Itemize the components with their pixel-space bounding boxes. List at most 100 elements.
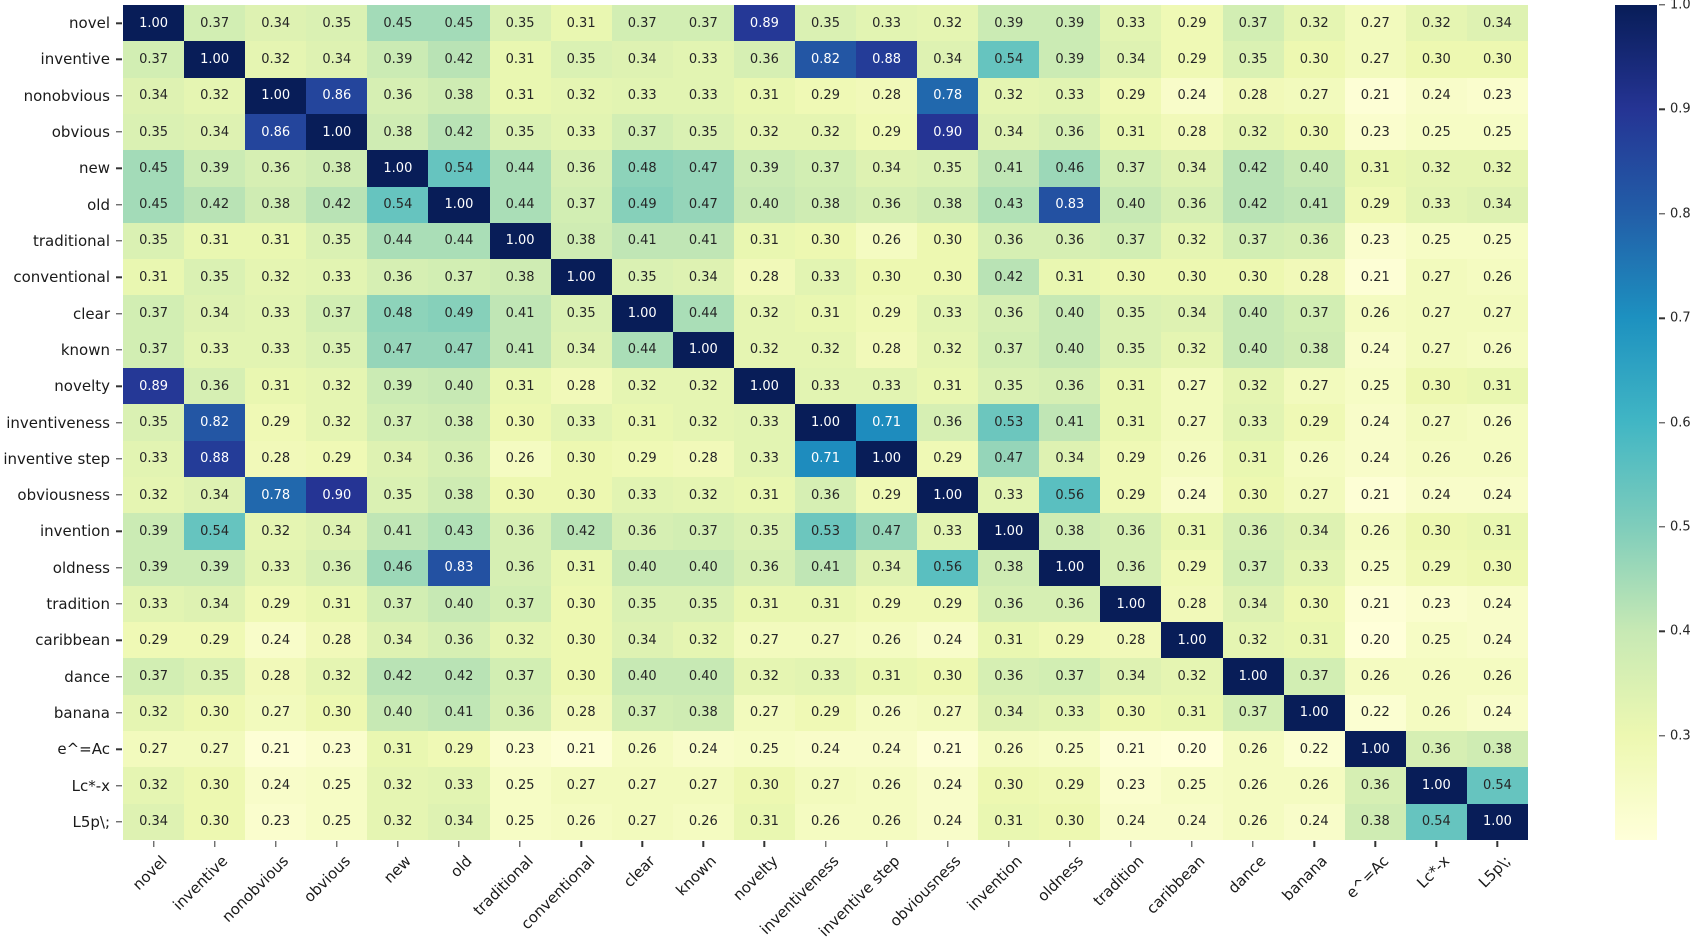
heatmap-cell: 0.35 bbox=[123, 404, 185, 441]
heatmap-cell: 0.36 bbox=[367, 77, 429, 114]
y-tick-label: e^=Ac bbox=[57, 740, 110, 759]
y-tick-mark bbox=[116, 784, 122, 787]
heatmap-cell: 0.30 bbox=[1405, 513, 1467, 550]
heatmap-cell: 0.28 bbox=[245, 658, 307, 695]
heatmap-cell: 0.30 bbox=[917, 259, 979, 296]
heatmap-cell: 0.29 bbox=[856, 585, 918, 623]
y-tick-label: oldness bbox=[52, 558, 110, 577]
heatmap-cell: 0.46 bbox=[1039, 150, 1101, 187]
y-tick-mark bbox=[116, 567, 122, 569]
heatmap-cell: 0.32 bbox=[1466, 150, 1528, 187]
heatmap-cell: 0.33 bbox=[123, 585, 185, 623]
heatmap-cell: 0.34 bbox=[1100, 41, 1162, 78]
heatmap-cell: 0.30 bbox=[1100, 259, 1162, 296]
heatmap-cell: 0.24 bbox=[917, 767, 979, 804]
heatmap-cell: 0.36 bbox=[978, 295, 1040, 332]
heatmap-cell: 0.31 bbox=[245, 222, 307, 260]
heatmap-cell: 0.24 bbox=[1344, 331, 1406, 369]
heatmap-cell: 0.25 bbox=[1161, 767, 1223, 804]
heatmap-cell: 0.25 bbox=[489, 767, 551, 804]
heatmap-cell: 0.38 bbox=[428, 77, 490, 114]
heatmap-cell: 0.24 bbox=[1161, 476, 1223, 514]
heatmap-cell: 0.31 bbox=[1466, 513, 1528, 550]
y-tick-label: old bbox=[87, 195, 110, 214]
heatmap-cell: 0.38 bbox=[489, 259, 551, 296]
heatmap-cell: 0.35 bbox=[1100, 331, 1162, 369]
y-tick-label: nonobvious bbox=[23, 86, 110, 105]
heatmap-cell: 0.29 bbox=[856, 295, 918, 332]
x-tick-label: inventive bbox=[169, 852, 232, 914]
heatmap-cell: 0.78 bbox=[245, 476, 307, 514]
heatmap-cell: 0.28 bbox=[1100, 622, 1162, 659]
heatmap-cell: 0.54 bbox=[367, 186, 429, 223]
heatmap-cell: 0.27 bbox=[550, 767, 612, 804]
heatmap-cell: 0.25 bbox=[306, 767, 368, 804]
heatmap-cell: 0.38 bbox=[245, 186, 307, 223]
heatmap-cell: 0.25 bbox=[1405, 113, 1467, 151]
heatmap-cell: 0.37 bbox=[978, 331, 1040, 369]
heatmap-cell: 0.35 bbox=[184, 658, 246, 695]
heatmap-cell: 0.40 bbox=[428, 368, 490, 405]
heatmap-cell: 0.30 bbox=[917, 658, 979, 695]
y-tick-label: conventional bbox=[13, 268, 110, 287]
heatmap-cell: 0.24 bbox=[1466, 476, 1528, 514]
heatmap-cell: 0.26 bbox=[978, 731, 1040, 768]
heatmap-cell: 0.26 bbox=[1466, 658, 1528, 695]
colorbar-tick-mark bbox=[1659, 630, 1665, 632]
heatmap-cell: 0.38 bbox=[428, 404, 490, 441]
heatmap-cell: 0.34 bbox=[1283, 513, 1345, 550]
heatmap-cell: 0.27 bbox=[1405, 404, 1467, 441]
heatmap-cell: 0.26 bbox=[1222, 767, 1284, 804]
heatmap-cell: 0.30 bbox=[1222, 259, 1284, 296]
y-tick-label: obviousness bbox=[17, 486, 110, 505]
heatmap-cell: 0.34 bbox=[306, 513, 368, 550]
heatmap-cell: 0.34 bbox=[184, 476, 246, 514]
heatmap-cell: 0.27 bbox=[794, 767, 857, 804]
heatmap-cell: 0.42 bbox=[428, 41, 490, 78]
heatmap-cell: 0.36 bbox=[978, 658, 1040, 695]
heatmap-cell: 0.27 bbox=[184, 731, 246, 768]
x-tick-mark bbox=[824, 841, 827, 847]
heatmap-cell: 0.24 bbox=[856, 731, 918, 768]
heatmap-cell: 0.21 bbox=[1344, 259, 1406, 296]
heatmap-cell: 0.33 bbox=[1039, 77, 1101, 114]
colorbar-tick-mark bbox=[1659, 734, 1665, 737]
heatmap-cell: 0.37 bbox=[489, 658, 551, 695]
heatmap-cell: 0.36 bbox=[856, 186, 918, 223]
heatmap-cell: 0.48 bbox=[611, 150, 673, 187]
heatmap-cell: 0.42 bbox=[550, 513, 612, 550]
heatmap-cell: 0.37 bbox=[1100, 150, 1162, 187]
heatmap-cell: 0.23 bbox=[1344, 113, 1406, 151]
heatmap-cell: 0.26 bbox=[1161, 440, 1223, 477]
y-tick-label: traditional bbox=[32, 231, 110, 250]
heatmap-cell: 0.29 bbox=[1161, 549, 1223, 586]
heatmap-cell: 0.54 bbox=[428, 150, 490, 187]
y-tick-mark bbox=[116, 748, 122, 750]
x-tick-label: old bbox=[446, 852, 476, 881]
heatmap-cell: 0.36 bbox=[428, 622, 490, 659]
heatmap-cell: 0.33 bbox=[1100, 5, 1162, 42]
heatmap-cell: 0.32 bbox=[733, 113, 795, 151]
heatmap-cell: 0.36 bbox=[917, 404, 979, 441]
heatmap-cell: 0.43 bbox=[428, 513, 490, 550]
y-tick-mark bbox=[116, 22, 122, 24]
heatmap-cell: 0.31 bbox=[1161, 513, 1223, 550]
heatmap-cell: 0.30 bbox=[550, 658, 612, 695]
heatmap-cell: 0.33 bbox=[733, 404, 795, 441]
heatmap-cell: 0.40 bbox=[733, 186, 795, 223]
heatmap-cell: 0.32 bbox=[978, 77, 1040, 114]
heatmap-cell: 0.29 bbox=[1161, 5, 1223, 42]
x-tick-mark bbox=[213, 841, 216, 847]
heatmap-cell: 0.34 bbox=[917, 41, 979, 78]
heatmap-cell: 0.28 bbox=[672, 440, 734, 477]
heatmap-cell: 0.33 bbox=[245, 295, 307, 332]
heatmap-cell: 0.47 bbox=[856, 513, 918, 550]
x-tick-mark bbox=[519, 841, 521, 847]
heatmap-cell: 1.00 bbox=[1039, 549, 1101, 586]
heatmap-cell: 0.26 bbox=[1405, 658, 1467, 695]
x-tick-mark bbox=[946, 841, 949, 847]
heatmap-cell: 0.31 bbox=[1100, 113, 1162, 151]
heatmap-cell: 0.37 bbox=[489, 585, 551, 623]
heatmap-cell: 0.29 bbox=[1344, 186, 1406, 223]
